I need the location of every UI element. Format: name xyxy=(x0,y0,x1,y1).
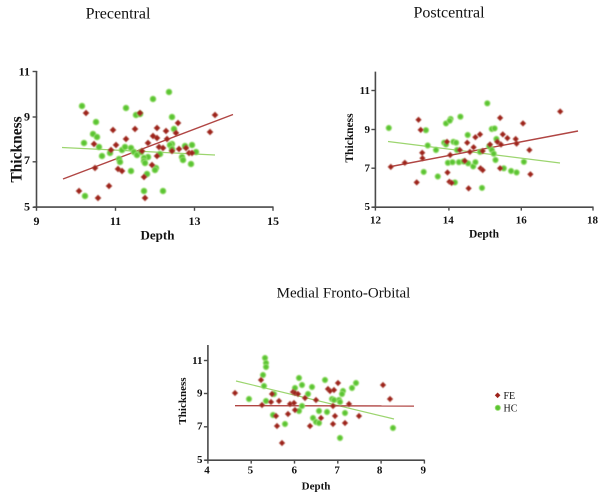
svg-text:11: 11 xyxy=(110,214,121,228)
svg-text:Thickness: Thickness xyxy=(344,113,356,163)
svg-text:Depth: Depth xyxy=(469,229,500,241)
svg-text:11: 11 xyxy=(192,355,202,367)
svg-text:7: 7 xyxy=(334,464,340,476)
svg-text:5: 5 xyxy=(248,464,254,476)
svg-text:HC: HC xyxy=(504,404,518,415)
svg-text:8: 8 xyxy=(377,464,383,476)
svg-text:7: 7 xyxy=(365,163,371,175)
svg-text:6: 6 xyxy=(291,464,297,476)
svg-text:9: 9 xyxy=(421,464,427,476)
svg-text:Thickness: Thickness xyxy=(177,377,189,425)
svg-text:13: 13 xyxy=(189,214,201,228)
svg-text:15: 15 xyxy=(267,214,279,228)
svg-text:5: 5 xyxy=(365,201,371,213)
svg-text:7: 7 xyxy=(197,421,203,433)
svg-text:FE: FE xyxy=(504,391,516,402)
svg-text:11: 11 xyxy=(360,85,370,97)
svg-text:18: 18 xyxy=(587,215,599,227)
svg-text:9: 9 xyxy=(34,214,40,228)
svg-text:9: 9 xyxy=(197,388,203,400)
svg-text:Depth: Depth xyxy=(302,481,331,493)
svg-text:14: 14 xyxy=(443,215,455,227)
svg-text:4: 4 xyxy=(204,464,210,476)
svg-text:5: 5 xyxy=(24,199,30,213)
svg-text:11: 11 xyxy=(19,65,30,79)
svg-text:Postcentral: Postcentral xyxy=(413,5,485,22)
svg-text:Medial Fronto-Orbital: Medial Fronto-Orbital xyxy=(277,286,411,302)
svg-text:Depth: Depth xyxy=(141,228,176,243)
svg-text:7: 7 xyxy=(24,153,30,167)
svg-text:Precentral: Precentral xyxy=(86,6,151,23)
svg-text:12: 12 xyxy=(370,215,382,227)
svg-text:5: 5 xyxy=(197,454,203,466)
svg-text:Thickness: Thickness xyxy=(9,116,26,182)
svg-text:16: 16 xyxy=(516,215,528,227)
svg-text:9: 9 xyxy=(365,124,371,136)
svg-text:9: 9 xyxy=(24,110,30,124)
